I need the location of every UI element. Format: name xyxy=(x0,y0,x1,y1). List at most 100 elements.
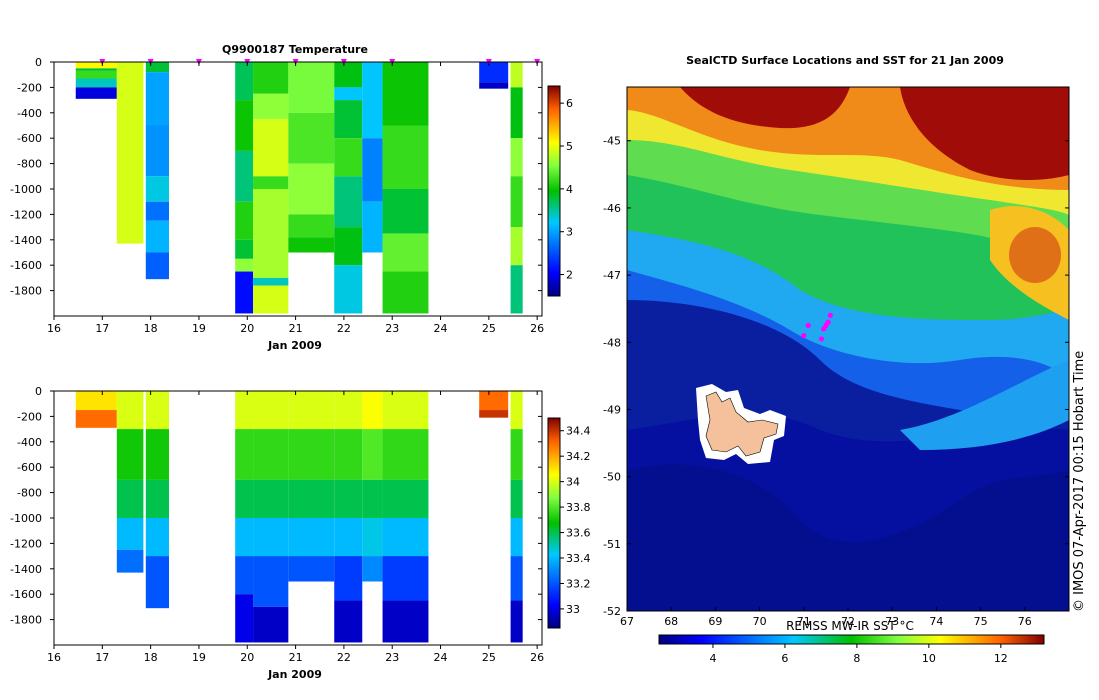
salinity-colorbar xyxy=(547,417,561,629)
x-tick-label: 20 xyxy=(240,651,254,664)
profile-cell xyxy=(288,163,335,215)
profile-cell xyxy=(145,518,169,557)
surface-location-point xyxy=(818,336,825,342)
profile-cell xyxy=(510,138,523,177)
profile-cell xyxy=(235,518,254,557)
x-tick-label: 24 xyxy=(434,322,448,335)
profile-cell xyxy=(235,62,254,101)
profile-cell xyxy=(510,429,523,480)
profile-cell xyxy=(479,410,509,418)
profile-cell xyxy=(253,518,289,557)
profile-cell xyxy=(334,479,363,518)
profile-cell xyxy=(253,391,289,430)
profile-cell xyxy=(75,87,117,99)
profile-cell xyxy=(362,62,383,139)
lon-tick-label: 75 xyxy=(974,615,988,628)
profile-cell xyxy=(253,277,289,286)
profile-cell xyxy=(382,271,429,314)
sst-coldest-zone xyxy=(627,464,1069,611)
x-tick-label: 23 xyxy=(385,651,399,664)
sst-cyan-filament xyxy=(900,360,1069,450)
lat-tick-label: -51 xyxy=(603,538,621,551)
profile-cell xyxy=(235,594,254,643)
x-tick-label: 22 xyxy=(337,322,351,335)
salinity-panel: 16 17 18 19 20 21 22 23 24 25 26 0 -200 -400 -600 -800 -… xyxy=(10,385,590,681)
profile-cell xyxy=(116,391,144,430)
profile-cell xyxy=(253,479,289,518)
surface-location-point xyxy=(827,312,833,319)
lat-tick-label: -46 xyxy=(603,202,621,215)
profile-cell xyxy=(334,391,363,430)
profile-cell xyxy=(510,87,523,139)
profile-cell xyxy=(145,429,169,480)
profile-cell xyxy=(235,150,254,202)
profile-cell xyxy=(510,391,523,430)
lat-tick-label: -48 xyxy=(603,336,621,349)
profile-cell xyxy=(145,479,169,518)
surface-locations xyxy=(801,312,833,342)
colorbar-tick-label: 33 xyxy=(566,603,580,616)
x-tick-label: 21 xyxy=(289,651,303,664)
profile-cell xyxy=(75,68,117,71)
profile-cell xyxy=(362,138,383,202)
profile-cell xyxy=(253,119,289,177)
x-tick-label: 21 xyxy=(289,322,303,335)
profile-cell xyxy=(235,479,254,518)
profile-cell xyxy=(235,391,254,430)
profile-cell xyxy=(116,518,144,550)
profile-cell xyxy=(145,201,169,221)
salinity-cells xyxy=(75,391,523,643)
profile-cell xyxy=(253,285,289,314)
profile-cell xyxy=(235,100,254,151)
profile-cell xyxy=(253,176,289,189)
profile-cell xyxy=(116,62,144,244)
credit-text: © IMOS 07-Apr-2017 00:15 Hobart Time xyxy=(1072,351,1087,612)
profile-cell xyxy=(75,70,117,79)
profile-cell xyxy=(145,72,169,126)
colorbar-tick-label: 34.4 xyxy=(566,425,591,438)
x-tick-label: 25 xyxy=(482,322,496,335)
profile-cell xyxy=(145,252,169,280)
profile-cell xyxy=(382,125,429,189)
x-tick-label: 26 xyxy=(530,651,544,664)
temperature-title: Q9900187 Temperature xyxy=(222,43,368,56)
profile-cell xyxy=(334,62,363,88)
profile-cell xyxy=(334,138,363,177)
sst-colorbar xyxy=(658,634,1045,645)
profile-cell xyxy=(288,556,335,582)
profile-cell xyxy=(362,429,383,480)
lat-tick-label: -50 xyxy=(603,471,621,484)
profile-cell xyxy=(334,227,363,266)
profile-cell xyxy=(382,429,429,480)
x-tick-label: 16 xyxy=(47,322,61,335)
profile-cell xyxy=(253,606,289,643)
y-tick-label: -800 xyxy=(17,487,42,500)
y-tick-label: -1000 xyxy=(10,183,42,196)
y-tick-label: -800 xyxy=(17,158,42,171)
lon-tick-label: 70 xyxy=(753,615,767,628)
profile-cell xyxy=(382,62,429,126)
temperature-cells xyxy=(75,62,523,314)
y-tick-label: -400 xyxy=(17,107,42,120)
profile-cell xyxy=(510,227,523,266)
colorbar-tick-label: 34 xyxy=(566,476,580,489)
profile-cell xyxy=(75,78,117,88)
y-tick-label: -1800 xyxy=(10,285,42,298)
temperature-axes: 16 17 18 19 20 21 22 23 24 25 26 0 -200 -400 -600 -800 -… xyxy=(10,56,544,335)
profile-cell xyxy=(253,556,289,607)
salinity-xlabel: Jan 2009 xyxy=(267,668,322,681)
colorbar-tick-label: 34.2 xyxy=(566,450,591,463)
x-tick-label: 23 xyxy=(385,322,399,335)
profile-cell xyxy=(510,176,523,228)
colorbar-tick-label: 5 xyxy=(566,140,573,153)
colorbar-tick-label: 33.4 xyxy=(566,552,591,565)
profile-cell xyxy=(235,271,254,314)
profile-cell xyxy=(382,556,429,601)
colorbar-tick-label: 6 xyxy=(566,97,573,110)
salinity-colorbar-ticks: 33 33.2 33.4 33.6 33.8 34 34.2 34.4 xyxy=(560,425,591,616)
profile-cell xyxy=(253,189,289,278)
profile-cell xyxy=(334,176,363,228)
lat-tick-label: -45 xyxy=(603,135,621,148)
lon-tick-label: 68 xyxy=(664,615,678,628)
profile-cell xyxy=(116,549,144,573)
